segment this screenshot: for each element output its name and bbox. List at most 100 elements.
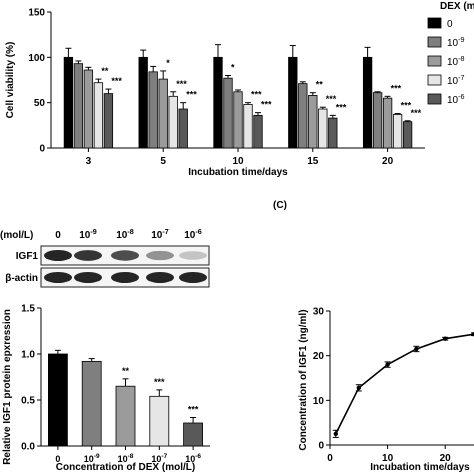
blot-band [44,250,72,261]
x-axis-title: Incubation time/days [188,167,288,178]
bar [93,82,104,149]
bar [148,71,158,149]
y-axis-title: Concentration of IGF1 (ng/ml) [298,309,309,450]
blot-band [74,250,102,261]
blot-band [179,251,207,260]
bar [81,360,102,447]
legend-label: 10-6 [447,92,465,106]
bar [308,95,318,149]
x-tick-label: 10-7 [151,453,167,464]
legend-swatch [427,55,442,67]
bar [223,77,233,149]
bar [298,83,308,149]
bar [103,93,114,149]
blot-row-label: β-actin [5,273,38,284]
x-tick-label: 5 [160,156,166,167]
y-tick-label: 10 [313,396,325,407]
legend-label: 10-7 [447,73,465,87]
blot-lane-label: 10-9 [79,227,97,241]
bar [213,56,223,149]
significance-label: *** [154,377,165,387]
significance-label: ** [101,66,109,76]
x-tick-label: 10-6 [185,453,201,464]
y-tick-label: 1.5 [21,304,35,315]
y-tick-label: 0 [39,144,45,155]
y-tick-label: 1.0 [21,350,35,361]
bar [318,108,328,149]
bar [158,78,168,149]
y-tick-label: 0.5 [21,396,35,407]
significance-label: *** [176,79,187,89]
series-line [335,333,474,435]
bar [288,56,298,149]
x-tick-label: 10 [232,156,244,167]
significance-label: *** [251,90,262,100]
data-point [443,336,448,341]
y-axis-title: Cell viability (%) [5,42,16,119]
x-tick-label: 20 [382,156,394,167]
data-point [414,346,419,352]
significance-label: *** [111,76,122,86]
x-tick-label: 20 [440,453,452,464]
bar [63,56,74,149]
significance-label: *** [261,100,272,110]
legend-title: DEX (mo [440,1,474,12]
significance-label: ** [122,366,130,376]
bar [138,56,148,149]
bar [392,114,403,149]
blot-band [111,250,139,261]
x-tick-label: 0 [327,453,333,464]
x-axis-title: Concentration of DEX (mol/L) [56,462,195,473]
significance-label: *** [186,90,197,100]
blot-band [179,272,207,283]
data-point [356,385,361,391]
y-tick-label: 0.0 [21,442,35,453]
blot-band [74,272,102,283]
y-tick-label: 20 [313,351,325,362]
bar [362,56,373,149]
bar [243,104,253,149]
significance-label: *** [326,94,337,104]
significance-label: ** [316,80,324,90]
y-tick-label: 0 [318,441,324,452]
bar [233,91,243,149]
blot-lane-label: 0 [55,230,61,241]
data-point [333,431,338,437]
legend-label: 0 [447,19,453,30]
bar [328,117,338,149]
data-point [471,332,474,337]
x-tick-label: 0 [55,454,60,464]
bar [382,97,393,149]
y-tick-label: 30 [313,307,325,318]
legend-swatch [427,93,442,105]
blot-row-label: IGF1 [16,251,39,262]
legend-swatch [427,36,442,48]
x-axis-title: Incubation time/days [370,462,470,473]
x-tick-label: 3 [86,156,92,167]
y-axis-title: Relative IGF1 protein epxression [2,309,13,465]
significance-label: *** [188,404,199,414]
y-tick-label: 50 [34,98,46,109]
significance-label: * [231,62,235,72]
significance-label: * [166,58,170,68]
bar [253,114,263,149]
bar [48,353,68,447]
significance-label: *** [401,101,412,111]
x-tick-label: 15 [307,156,319,167]
significance-label: *** [391,83,402,93]
bar [183,422,204,447]
blot-lane-label: 10-6 [184,227,202,241]
x-tick-label: 10 [382,453,394,464]
bar [178,108,188,149]
blot-lane-label: 10-7 [151,227,169,241]
bar [402,121,413,149]
blot-band [44,272,72,283]
legend-swatch [427,17,442,29]
bar [149,395,170,447]
panel-title: (C) [273,200,287,211]
significance-label: *** [336,102,347,112]
bar [83,69,94,149]
data-point [385,362,390,367]
x-tick-label: 10-8 [118,453,134,464]
